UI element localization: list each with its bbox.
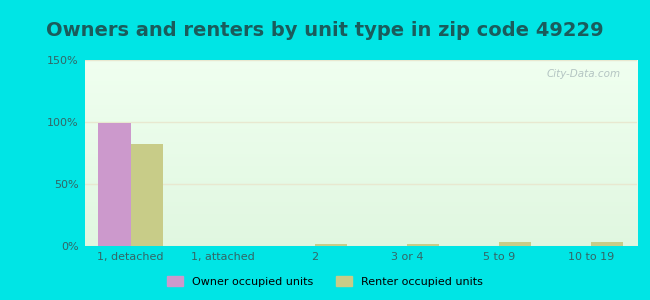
Bar <box>591 242 623 246</box>
Text: City-Data.com: City-Data.com <box>546 69 620 79</box>
Bar <box>499 242 531 246</box>
Text: Owners and renters by unit type in zip code 49229: Owners and renters by unit type in zip c… <box>46 21 604 40</box>
Bar <box>131 144 162 246</box>
Legend: Owner occupied units, Renter occupied units: Owner occupied units, Renter occupied un… <box>162 272 488 291</box>
Bar <box>315 244 347 246</box>
Bar <box>407 244 439 246</box>
Bar <box>98 123 131 246</box>
